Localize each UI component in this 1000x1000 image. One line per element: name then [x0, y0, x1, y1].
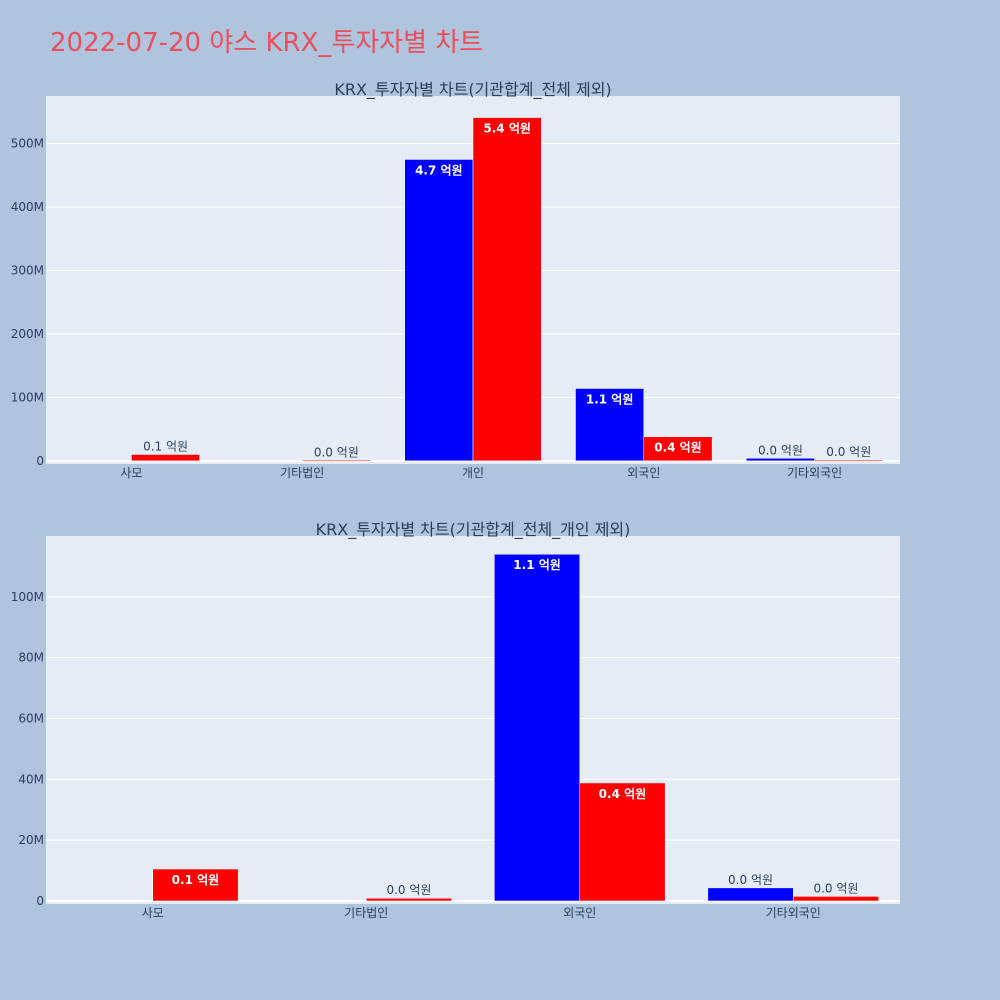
- y-tick-label: 0: [36, 894, 44, 908]
- plot-area: [46, 536, 900, 904]
- chart-1: 0 100M 200M 300M 400M 500M KRX_투자자별 차트(기관합계_전체…: [11, 80, 900, 480]
- x-tick-label: 개인: [462, 466, 484, 480]
- x-tick-label: 기타법인: [280, 466, 324, 480]
- data-label: 0.0 억원: [813, 881, 858, 895]
- x-tick-label: 사모: [120, 466, 142, 480]
- data-label: 0.1 억원: [172, 873, 220, 887]
- y-tick-label: 100M: [11, 390, 44, 404]
- data-label: 0.0 억원: [314, 445, 359, 459]
- page-title: 2022-07-20 야스 KRX_투자자별 차트: [50, 28, 484, 58]
- y-tick-label: 200M: [11, 327, 44, 341]
- y-tick-label: 100M: [11, 590, 44, 604]
- bar: [814, 459, 884, 462]
- y-tick-label: 400M: [11, 200, 44, 214]
- bar: [707, 887, 794, 902]
- bar: [793, 896, 879, 902]
- data-label: 0.4 억원: [654, 441, 702, 455]
- bar: [472, 117, 542, 462]
- x-tick-label: 외국인: [627, 466, 660, 480]
- bar: [746, 458, 815, 462]
- data-label: 0.0 억원: [826, 445, 871, 459]
- data-label: 0.4 억원: [599, 787, 647, 801]
- bar: [643, 436, 713, 462]
- y-tick-label: 300M: [11, 263, 44, 277]
- data-label: 5.4 억원: [483, 122, 531, 136]
- chart-2: 0 20M 40M 60M 80M 100M KRX_투자자별 차트(기관합계_전체_개인 …: [11, 520, 900, 920]
- y-tick-label: 20M: [18, 833, 44, 847]
- bar: [301, 460, 371, 462]
- data-label: 4.7 억원: [415, 163, 463, 177]
- y-tick-label: 500M: [11, 137, 44, 151]
- y-tick-label: 60M: [18, 711, 44, 725]
- bar: [579, 782, 666, 902]
- x-tick-label: 기타법인: [344, 906, 388, 920]
- data-label: 0.1 억원: [143, 439, 188, 453]
- y-tick-label: 0: [36, 454, 44, 468]
- bar: [131, 454, 200, 462]
- y-tick-label: 80M: [18, 651, 44, 665]
- data-label: 1.1 억원: [513, 558, 561, 572]
- bar: [152, 868, 239, 902]
- x-tick-label: 사모: [142, 906, 164, 920]
- data-label: 1.1 억원: [586, 392, 634, 406]
- chart-title: KRX_투자자별 차트(기관합계_전체 제외): [334, 80, 611, 100]
- data-label: 0.0 억원: [758, 443, 803, 457]
- chart-title: KRX_투자자별 차트(기관합계_전체_개인 제외): [316, 520, 631, 540]
- data-label: 0.0 억원: [728, 873, 773, 887]
- x-tick-label: 기타외국인: [766, 906, 821, 920]
- y-tick-label: 40M: [18, 772, 44, 786]
- bar: [366, 897, 452, 902]
- bar: [404, 159, 474, 462]
- x-tick-label: 기타외국인: [787, 466, 842, 480]
- data-label: 0.0 억원: [386, 883, 431, 897]
- bar: [575, 388, 645, 462]
- bar: [494, 553, 581, 902]
- x-tick-label: 외국인: [563, 906, 596, 920]
